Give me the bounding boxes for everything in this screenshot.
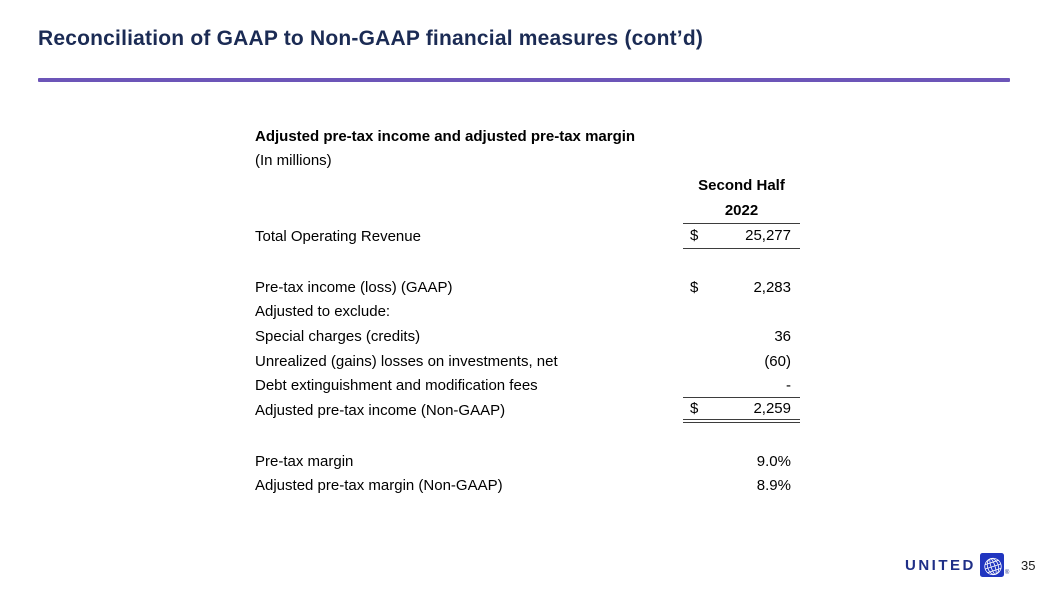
column-header-line1: Second Half xyxy=(698,177,785,194)
row-value-cell: $ 25,277 xyxy=(683,224,800,249)
page-title: Reconciliation of GAAP to Non-GAAP finan… xyxy=(38,27,704,50)
row-label: Unrealized (gains) losses on investments… xyxy=(255,352,558,370)
row-label: Debt extinguishment and modification fee… xyxy=(255,377,538,395)
row-value: (60) xyxy=(764,352,791,370)
row-value: 36 xyxy=(774,327,791,345)
row-label: Adjusted pre-tax margin (Non-GAAP) xyxy=(255,477,503,495)
table-row-debt-extinguishment: Debt extinguishment and modification fee… xyxy=(255,373,815,399)
table-row-pretax-margin: Pre-tax margin 9.0% xyxy=(255,449,815,474)
column-header-line2: 2022 xyxy=(724,202,759,219)
currency-symbol: $ xyxy=(690,278,699,296)
row-value-cell: 36 xyxy=(683,324,800,349)
table-heading: Adjusted pre-tax income and adjusted pre… xyxy=(255,128,636,145)
table-row-pretax-income-gaap: Pre-tax income (loss) (GAAP) $ 2,283 xyxy=(255,275,815,300)
united-logo: UNITED ® xyxy=(905,553,1009,577)
table-spacer-row xyxy=(255,423,815,449)
table-row-unrealized-gains-losses: Unrealized (gains) losses on investments… xyxy=(255,349,815,374)
row-label: Adjusted to exclude: xyxy=(255,303,391,321)
row-value: 2,259 xyxy=(753,399,791,417)
row-label: Pre-tax income (loss) (GAAP) xyxy=(255,278,453,296)
row-value: 2,283 xyxy=(753,278,791,296)
table-row-special-charges: Special charges (credits) 36 xyxy=(255,324,815,349)
table-row-adjusted-pretax-margin: Adjusted pre-tax margin (Non-GAAP) 8.9% xyxy=(255,474,815,499)
row-value-cell: (60) xyxy=(683,349,800,374)
table-row-adjusted-to-exclude: Adjusted to exclude: xyxy=(255,299,815,324)
currency-symbol: $ xyxy=(690,399,699,417)
row-value-cell: $ 2,259 xyxy=(683,398,800,423)
row-value-cell xyxy=(683,299,800,324)
row-value: - xyxy=(786,376,791,394)
table-row-adjusted-pretax-income: Adjusted pre-tax income (Non-GAAP) $ 2,2… xyxy=(255,398,815,423)
united-globe-icon xyxy=(979,553,1004,577)
registered-trademark-symbol: ® xyxy=(1004,570,1010,576)
table-row-total-operating-revenue: Total Operating Revenue $ 25,277 xyxy=(255,224,815,249)
page-number: 35 xyxy=(1021,558,1036,573)
column-header-second-half-2022: Second Half 2022 xyxy=(683,173,800,224)
row-value-cell: 8.9% xyxy=(683,474,800,499)
row-value: 9.0% xyxy=(756,452,791,470)
row-value-cell: 9.0% xyxy=(683,449,800,474)
table-spacer-row xyxy=(255,249,815,275)
title-divider xyxy=(38,78,1010,82)
row-value-cell: - xyxy=(683,373,800,399)
row-label: Adjusted pre-tax income (Non-GAAP) xyxy=(255,401,506,419)
row-value-cell: $ 2,283 xyxy=(683,275,800,300)
row-label: Pre-tax margin xyxy=(255,452,354,470)
table-subheading: (In millions) xyxy=(255,152,332,169)
reconciliation-table: Adjusted pre-tax income and adjusted pre… xyxy=(255,125,815,498)
currency-symbol: $ xyxy=(690,227,699,245)
row-label: Special charges (credits) xyxy=(255,327,421,345)
row-value: 8.9% xyxy=(756,477,791,495)
row-label: Total Operating Revenue xyxy=(255,227,421,245)
united-wordmark: UNITED xyxy=(905,556,976,574)
row-value: 25,277 xyxy=(745,227,791,245)
